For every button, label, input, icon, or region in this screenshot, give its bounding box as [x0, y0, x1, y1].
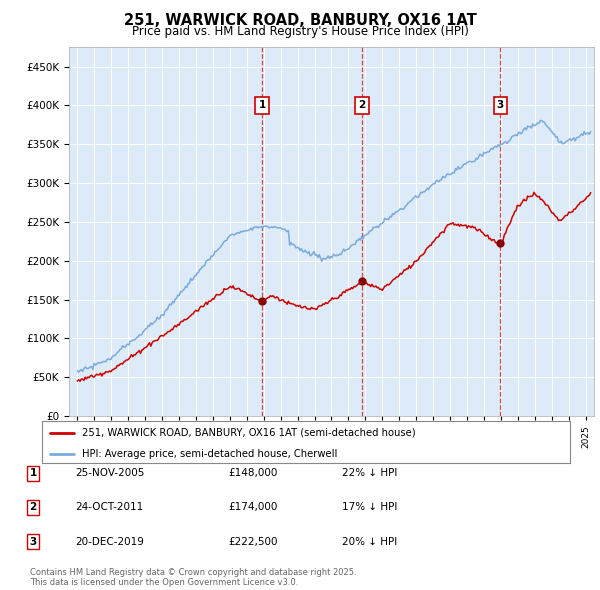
Text: £222,500: £222,500	[228, 537, 277, 546]
Text: 20-DEC-2019: 20-DEC-2019	[75, 537, 144, 546]
Text: 1: 1	[259, 100, 266, 110]
Text: 2: 2	[358, 100, 365, 110]
Text: £148,000: £148,000	[228, 468, 277, 478]
Text: 251, WARWICK ROAD, BANBURY, OX16 1AT: 251, WARWICK ROAD, BANBURY, OX16 1AT	[124, 13, 476, 28]
Text: 251, WARWICK ROAD, BANBURY, OX16 1AT (semi-detached house): 251, WARWICK ROAD, BANBURY, OX16 1AT (se…	[82, 428, 415, 438]
Text: 1: 1	[29, 468, 37, 478]
Text: £174,000: £174,000	[228, 503, 277, 512]
Text: Contains HM Land Registry data © Crown copyright and database right 2025.
This d: Contains HM Land Registry data © Crown c…	[30, 568, 356, 587]
Text: 3: 3	[497, 100, 504, 110]
Text: HPI: Average price, semi-detached house, Cherwell: HPI: Average price, semi-detached house,…	[82, 449, 337, 459]
Text: Price paid vs. HM Land Registry's House Price Index (HPI): Price paid vs. HM Land Registry's House …	[131, 25, 469, 38]
Text: 25-NOV-2005: 25-NOV-2005	[75, 468, 145, 478]
Text: 20% ↓ HPI: 20% ↓ HPI	[342, 537, 397, 546]
Text: 2: 2	[29, 503, 37, 512]
Text: 24-OCT-2011: 24-OCT-2011	[75, 503, 143, 512]
Text: 3: 3	[29, 537, 37, 546]
Text: 17% ↓ HPI: 17% ↓ HPI	[342, 503, 397, 512]
Text: 22% ↓ HPI: 22% ↓ HPI	[342, 468, 397, 478]
